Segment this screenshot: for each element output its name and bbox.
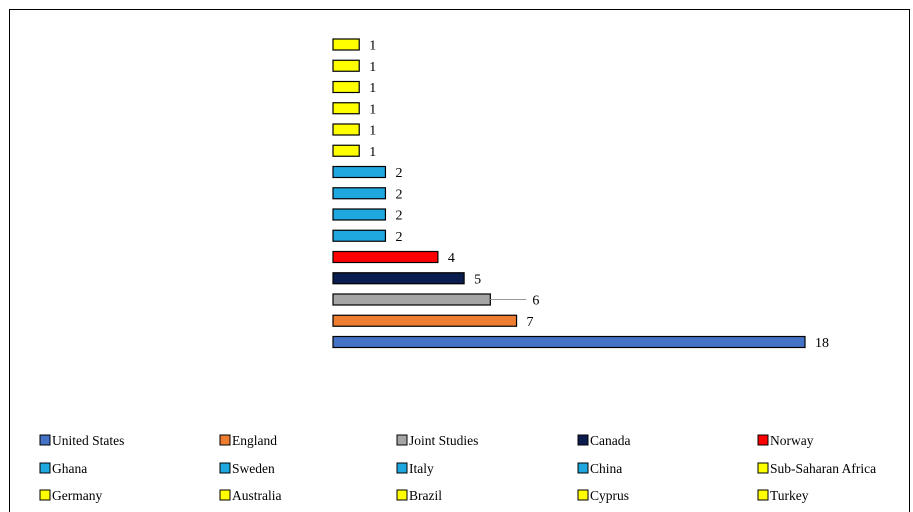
bar-sub-saharan-africa bbox=[332, 144, 360, 157]
legend-swatch-china bbox=[577, 462, 589, 474]
bar-germany bbox=[332, 123, 360, 136]
legend-label-canada: Canada bbox=[590, 433, 630, 448]
legend-swatch-brazil bbox=[396, 489, 408, 501]
data-label-brazil: 1 bbox=[369, 81, 376, 96]
bar-turkey bbox=[332, 38, 360, 51]
data-label-canada: 5 bbox=[474, 272, 481, 287]
legend-swatch-italy bbox=[396, 462, 408, 474]
legend-swatch-united-states bbox=[39, 434, 51, 446]
legend-label-joint-studies: Joint Studies bbox=[409, 433, 478, 448]
legend-swatch-cyprus bbox=[577, 489, 589, 501]
data-label-ghana: 2 bbox=[395, 230, 402, 245]
data-label-sweden: 2 bbox=[395, 209, 402, 224]
bar-joint-studies bbox=[332, 293, 491, 306]
legend-swatch-australia bbox=[219, 489, 231, 501]
legend-label-sweden: Sweden bbox=[232, 461, 275, 476]
data-label-turkey: 1 bbox=[369, 39, 376, 54]
legend-swatch-turkey bbox=[757, 489, 769, 501]
legend-swatch-sweden bbox=[219, 462, 231, 474]
legend-swatch-norway bbox=[757, 434, 769, 446]
legend-label-australia: Australia bbox=[232, 488, 282, 503]
data-label-sub-saharan-africa: 1 bbox=[369, 145, 376, 160]
data-label-cyprus: 1 bbox=[369, 60, 376, 75]
bar-china bbox=[332, 165, 387, 179]
legend-label-brazil: Brazil bbox=[409, 488, 442, 503]
legend-swatch-sub-saharan-africa bbox=[757, 462, 769, 474]
data-label-china: 2 bbox=[395, 166, 402, 181]
legend-label-norway: Norway bbox=[770, 433, 814, 448]
legend: United States England Joint Studies Canada N… bbox=[39, 433, 876, 503]
data-label-england: 7 bbox=[527, 315, 534, 330]
bar-cyprus bbox=[332, 59, 360, 72]
bar-norway bbox=[332, 250, 439, 264]
legend-label-turkey: Turkey bbox=[770, 488, 809, 503]
legend-label-england: England bbox=[232, 433, 277, 448]
legend-label-germany: Germany bbox=[52, 488, 102, 503]
bar-canada bbox=[332, 272, 465, 285]
bars-layer: 18 7 6 5 4 2 2 2 2 1 1 1 1 1 1 bbox=[332, 38, 829, 351]
bar-united-states bbox=[332, 335, 806, 349]
legend-swatch-england bbox=[219, 434, 231, 446]
bar-ghana bbox=[332, 229, 387, 242]
data-label-italy: 2 bbox=[395, 187, 402, 202]
bar-australia bbox=[332, 102, 360, 115]
legend-label-cyprus: Cyprus bbox=[590, 488, 629, 503]
data-label-united-states: 18 bbox=[815, 336, 829, 351]
data-label-germany: 1 bbox=[369, 124, 376, 139]
legend-label-ghana: Ghana bbox=[52, 461, 87, 476]
legend-label-italy: Italy bbox=[409, 461, 434, 476]
bar-england bbox=[332, 314, 518, 327]
chart-frame bbox=[9, 9, 910, 512]
legend-swatch-canada bbox=[577, 434, 589, 446]
legend-label-sub-saharan-africa: Sub-Saharan Africa bbox=[770, 461, 876, 476]
legend-swatch-ghana bbox=[39, 462, 51, 474]
bar-italy bbox=[332, 187, 387, 200]
bar-sweden bbox=[332, 208, 387, 221]
data-label-norway: 4 bbox=[448, 251, 455, 266]
data-label-joint-studies: 6 bbox=[532, 294, 539, 309]
legend-label-united-states: United States bbox=[52, 433, 124, 448]
bar-brazil bbox=[332, 80, 360, 94]
legend-swatch-joint-studies bbox=[396, 434, 408, 446]
legend-swatch-germany bbox=[39, 489, 51, 501]
legend-label-china: China bbox=[590, 461, 622, 476]
data-label-australia: 1 bbox=[369, 102, 376, 117]
